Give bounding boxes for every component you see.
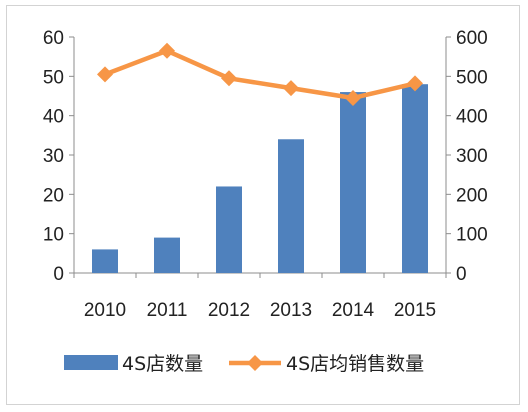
legend: 4S店数量 4S店均销售数量 (64, 353, 424, 375)
line-path (105, 51, 415, 98)
x-tick-label: 2014 (332, 300, 375, 321)
bar (154, 238, 180, 273)
y-right-tick-label: 500 (456, 67, 488, 88)
x-tick-labels: 2010 2011 2012 2013 2014 2015 (84, 300, 436, 321)
axes-group (69, 37, 451, 278)
y-left-tick-label: 0 (53, 264, 64, 285)
legend-label-line: 4S店均销售数量 (286, 353, 424, 375)
y-right-tick-labels: 0 100 200 300 400 500 600 (456, 28, 488, 285)
line-point (283, 80, 299, 96)
y-left-tick-label: 20 (43, 185, 64, 206)
y-left-tick-label: 50 (43, 67, 64, 88)
y-right-tick-label: 200 (456, 185, 488, 206)
line-point (97, 66, 113, 82)
y-right-tick-label: 300 (456, 146, 488, 167)
x-tick-label: 2011 (147, 300, 188, 321)
y-right-tick-label: 400 (456, 107, 488, 128)
x-tick-label: 2012 (208, 300, 250, 321)
y-right-tick-label: 100 (456, 225, 488, 246)
x-tick-label: 2015 (394, 300, 436, 321)
legend-marker (247, 355, 263, 371)
y-left-tick-label: 40 (43, 107, 64, 128)
legend-swatch-bar (64, 355, 118, 370)
bar-series (92, 84, 428, 273)
y-left-tick-label: 60 (43, 28, 64, 49)
bar (340, 92, 366, 273)
y-left-tick-label: 10 (43, 225, 64, 246)
y-left-tick-labels: 0 10 20 30 40 50 60 (43, 28, 64, 285)
bar (402, 84, 428, 273)
y-right-tick-label: 0 (456, 264, 467, 285)
legend-label-bar: 4S店数量 (122, 353, 203, 375)
line-series (97, 43, 423, 106)
x-tick-label: 2013 (270, 300, 312, 321)
y-left-tick-label: 30 (43, 146, 64, 167)
bar (92, 249, 118, 273)
line-point (159, 43, 175, 59)
bar (278, 139, 304, 273)
y-right-tick-label: 600 (456, 28, 488, 49)
x-tick-label: 2010 (84, 300, 126, 321)
bar (216, 186, 242, 273)
line-point (221, 70, 237, 86)
